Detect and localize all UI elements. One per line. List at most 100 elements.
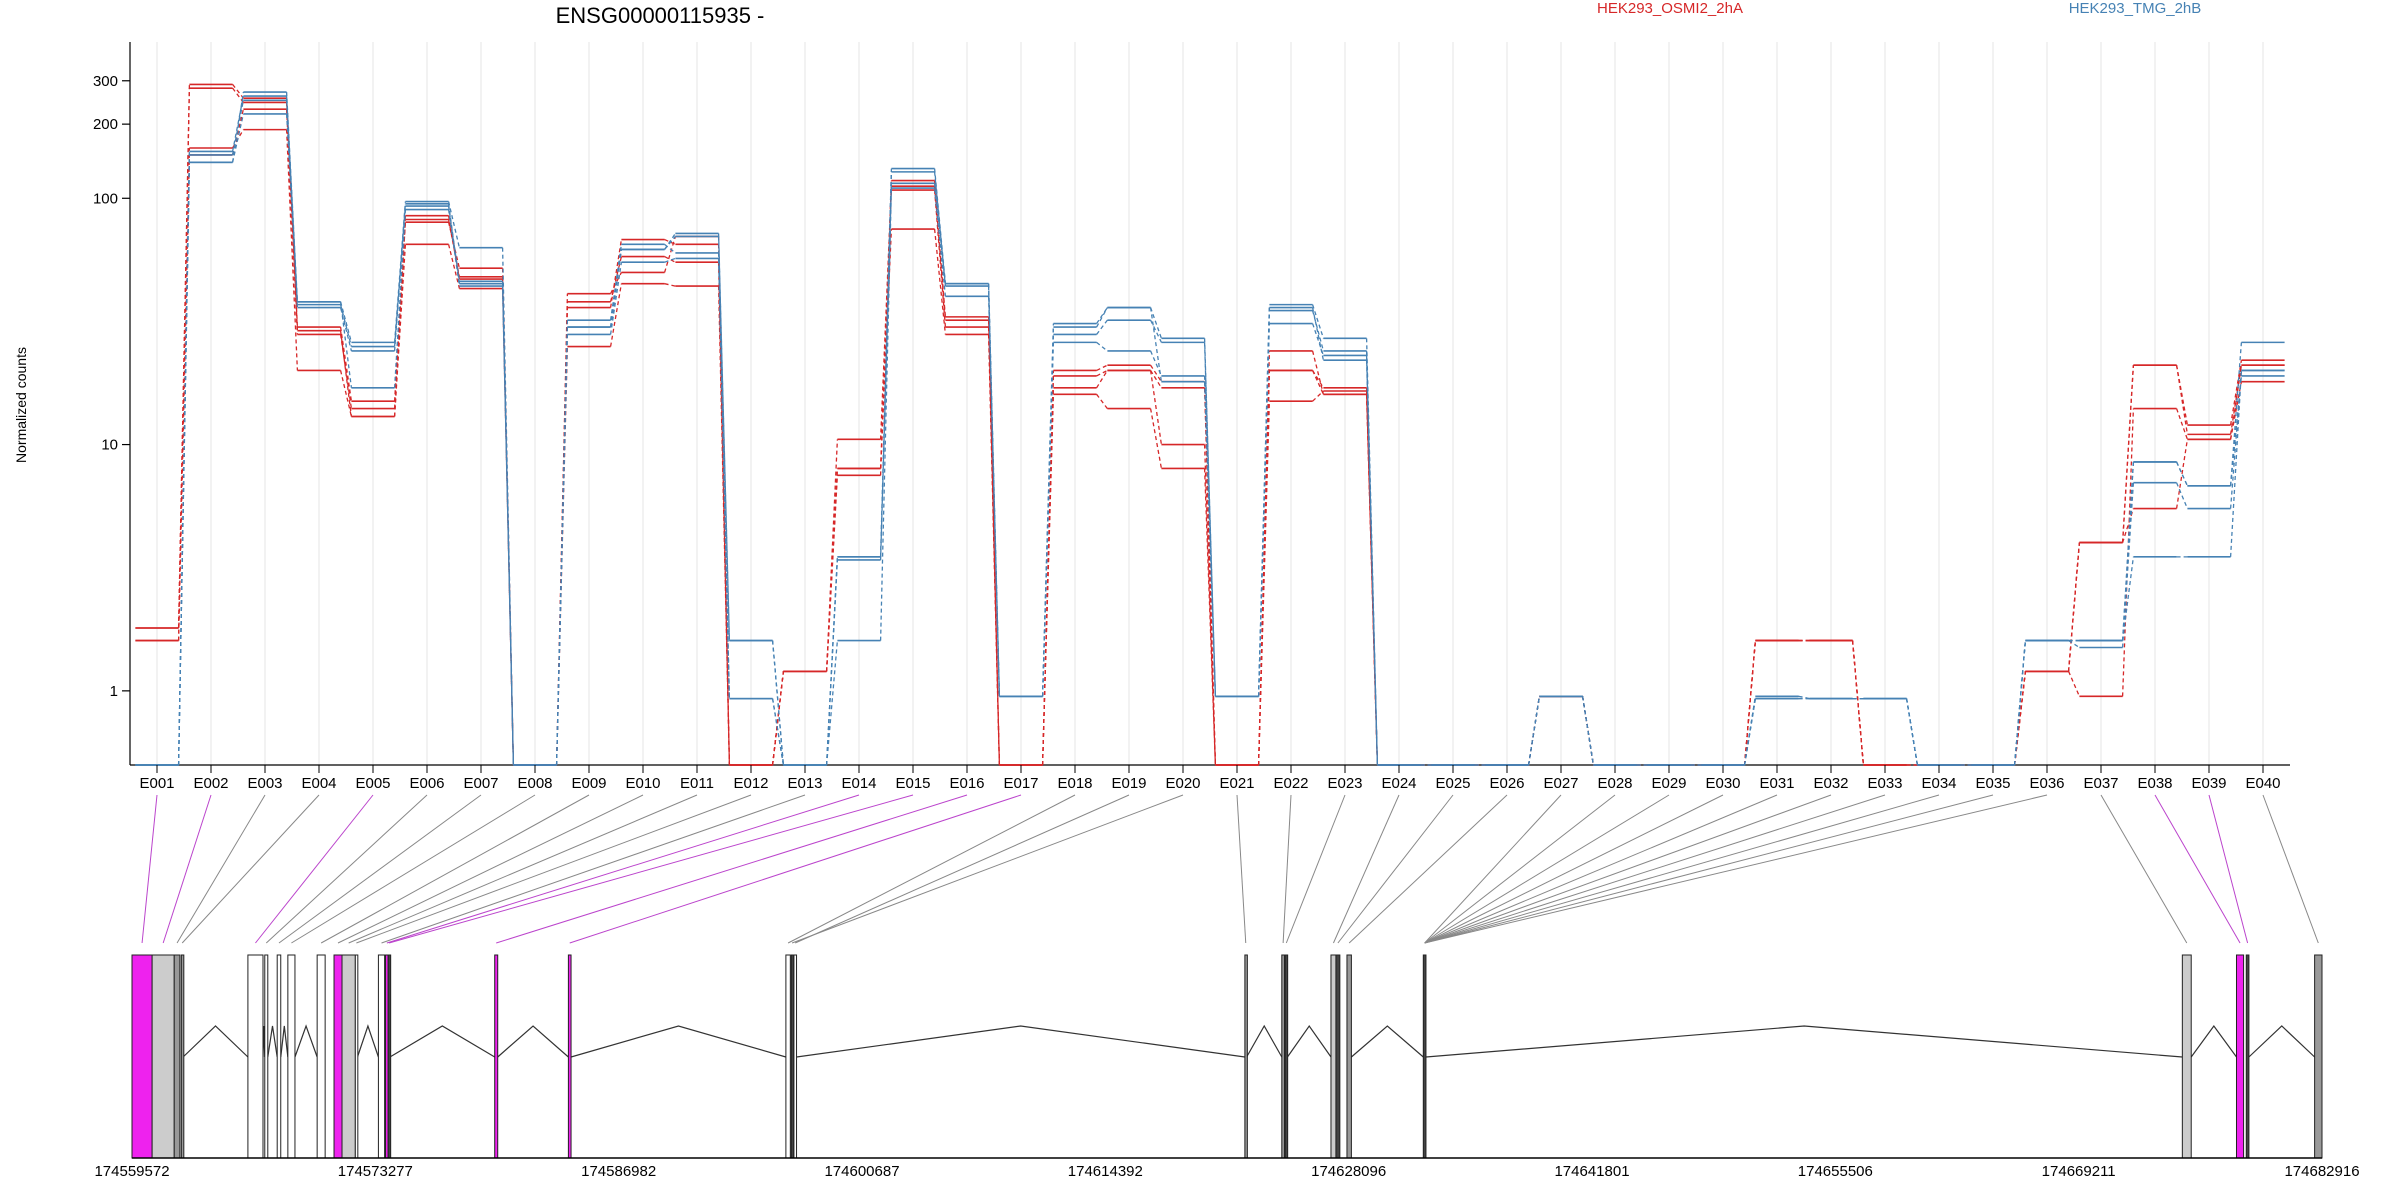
series-3-link-E009 [610, 272, 622, 294]
series-1-link-E015 [933, 189, 947, 328]
series-4-link-E036 [2067, 542, 2081, 672]
connector-E031 [1424, 794, 1778, 944]
exon-connectors [141, 794, 2319, 944]
legend-entry-tmg: HEK293_TMG_2hB [2069, 0, 2202, 17]
series-4-link-E009 [609, 239, 623, 308]
series-7-link-E011 [717, 258, 731, 699]
series-6-link-E010 [664, 243, 676, 254]
intron-13 [1351, 1025, 1424, 1058]
series-7-link-E023 [1365, 355, 1379, 766]
genome-tick-174600687: 174600687 [824, 1163, 899, 1180]
series-4-link-E016 [987, 320, 1001, 766]
series-2-link-E038 [2175, 408, 2189, 440]
x-tick-label-E018: E018 [1057, 775, 1092, 792]
series-7-link-E002 [231, 113, 245, 163]
connector-E024 [1333, 794, 1400, 944]
connector-E011 [348, 794, 698, 944]
connector-E035 [1424, 794, 1994, 944]
series-3-link-E037 [2121, 365, 2135, 543]
series-5 [135, 91, 2285, 766]
y-tick-label-1: 1 [110, 683, 118, 700]
series-4-link-E013 [825, 475, 839, 672]
x-tick-label-E038: E038 [2137, 775, 2172, 792]
series-3-link-E005 [393, 222, 407, 402]
series-8-link-E004 [339, 304, 353, 347]
series-8-link-E017 [1041, 327, 1055, 697]
series-1-link-E019 [1149, 408, 1163, 469]
intron-9 [570, 1025, 787, 1058]
series-8-link-E013 [825, 556, 839, 766]
exon-block-E008 [287, 954, 296, 1159]
series-6-link-E015 [933, 183, 947, 284]
x-tick-label-E010: E010 [625, 775, 660, 792]
connector-E020 [791, 794, 1184, 944]
exon-block-E009 [316, 954, 326, 1159]
series-8-link-E019 [1149, 307, 1163, 382]
x-tick-label-E016: E016 [949, 775, 984, 792]
genome-tick-174628096: 174628096 [1311, 1163, 1386, 1180]
y-axis-label: Normalized counts [13, 347, 29, 463]
series-4-link-E004 [339, 330, 353, 417]
series-3-link-E002 [232, 83, 244, 99]
series-5-link-E015 [933, 168, 947, 284]
connector-E036 [1424, 794, 2048, 944]
series-2-link-E015 [933, 228, 947, 335]
connector-E004 [181, 794, 320, 944]
x-tick-label-E020: E020 [1165, 775, 1200, 792]
connector-E032 [1424, 794, 1832, 944]
exon-block-E021 [1244, 954, 1248, 1159]
series-6-link-E017 [1041, 334, 1055, 697]
gene-structure [131, 954, 2323, 1159]
series-4-link-E039 [2229, 381, 2243, 440]
connector-E038 [2154, 794, 2241, 944]
x-tick-label-E035: E035 [1975, 775, 2010, 792]
intron-8 [497, 1025, 569, 1058]
connector-E008 [291, 794, 536, 944]
x-tick-label-E017: E017 [1003, 775, 1038, 792]
plot-axes: 1 10 100 200 300 [93, 42, 2290, 766]
connector-E023 [1285, 794, 1346, 944]
series-8-link-E037 [2121, 461, 2135, 641]
connector-E013 [381, 794, 806, 944]
series-8-link-E015 [933, 171, 947, 287]
x-tick-label-E009: E009 [571, 775, 606, 792]
connector-E017 [569, 794, 1022, 944]
exon-block-E023 [1284, 954, 1289, 1159]
series-4-link-E019 [1150, 370, 1162, 389]
series-7-link-E004 [339, 301, 353, 388]
genome-tick-174682916: 174682916 [2284, 1163, 2359, 1180]
series-2 [135, 128, 2285, 766]
series-1-link-E022 [1312, 370, 1324, 395]
series-8-link-E039 [2229, 375, 2243, 486]
exon-block-E018 [785, 954, 791, 1159]
series-5-link-E019 [1149, 307, 1163, 339]
series-4-link-E001 [177, 154, 191, 641]
series-8-link-E016 [987, 286, 1001, 697]
series-3-link-E039 [2229, 360, 2243, 426]
series-1-link-E004 [339, 334, 353, 409]
intron-15 [2190, 1024, 2237, 1058]
x-tick-label-E032: E032 [1813, 775, 1848, 792]
exon-block-E027 [1422, 954, 1427, 1159]
series-8-link-E027 [1581, 696, 1595, 766]
x-tick-label-E031: E031 [1759, 775, 1794, 792]
x-tick-label-E002: E002 [193, 775, 228, 792]
series-7-link-E009 [609, 262, 623, 335]
exon-block-E010 [333, 954, 343, 1159]
x-tick-label-E033: E033 [1867, 775, 1902, 792]
exon-block-E024 [1330, 954, 1337, 1159]
series-5-link-E018 [1096, 307, 1108, 324]
series-4-link-E018 [1096, 370, 1108, 389]
exon-block-E015 [387, 954, 392, 1159]
series-2-link-E037 [2121, 408, 2135, 697]
series-1-link-E037 [2121, 365, 2135, 543]
series-2-link-E010 [664, 283, 676, 287]
x-tick-label-E007: E007 [463, 775, 498, 792]
series-6-link-E018 [1096, 319, 1108, 335]
exon-block-E038 [2235, 954, 2245, 1159]
series-7-link-E038 [2176, 482, 2188, 509]
intron-4 [280, 1025, 289, 1058]
exon-block-E025 [1335, 954, 1341, 1159]
series-7-link-E003 [285, 113, 299, 302]
x-tick-label-E022: E022 [1273, 775, 1308, 792]
